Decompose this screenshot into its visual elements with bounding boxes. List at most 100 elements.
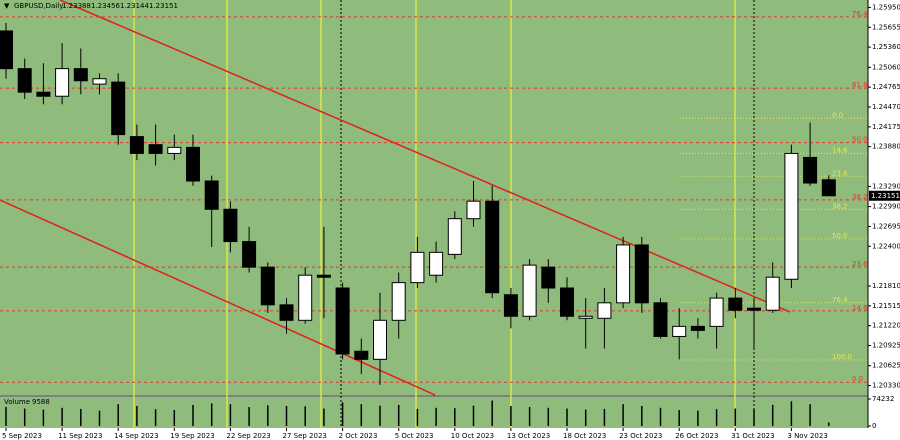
level-label: 50.0	[852, 136, 868, 144]
y-tick-label: 1.25950	[872, 3, 900, 11]
y-tick-label: 1.24765	[872, 83, 900, 91]
volume-tick-label: 74232	[872, 395, 894, 403]
candle-body	[0, 30, 13, 70]
candle-body	[36, 91, 51, 97]
candle-body	[447, 218, 462, 255]
candle-body	[17, 68, 32, 93]
candle-body	[279, 304, 294, 321]
candle-body	[821, 179, 836, 197]
candle-body	[578, 315, 593, 319]
candle-body	[747, 307, 761, 311]
candle-body	[803, 156, 818, 184]
y-tick-label: 1.25360	[872, 43, 900, 51]
level-label: 100.0	[832, 353, 852, 361]
y-tick-label: 1.25060	[872, 63, 900, 71]
level-label: 76.4	[852, 10, 868, 18]
candle-body	[653, 302, 668, 337]
x-tick-label: 14 Sep 2023	[114, 432, 158, 440]
candle-body	[690, 325, 705, 331]
level-label: 0.0	[832, 111, 843, 119]
candle-body	[429, 251, 444, 276]
level-label: 0.0	[852, 375, 863, 383]
trend-line	[59, 0, 791, 313]
y-tick-label: 1.25655	[872, 23, 900, 31]
level-label: 23.6	[832, 169, 848, 177]
y-tick-label: 1.24175	[872, 123, 900, 131]
level-label: 76.4	[832, 296, 848, 304]
y-tick-label: 1.20330	[872, 382, 900, 390]
y-tick-label: 1.22695	[872, 222, 900, 230]
title-marker: ▼	[4, 2, 10, 10]
candle-body	[765, 276, 780, 311]
ohlc-high: 1.23456	[91, 2, 120, 10]
candle-body	[522, 264, 537, 317]
ohlc-low: 1.23144	[120, 2, 149, 10]
x-tick-label: 19 Sep 2023	[170, 432, 214, 440]
x-tick-label: 13 Oct 2023	[507, 432, 550, 440]
level-label: 38.2	[852, 193, 868, 201]
x-tick-label: 3 Nov 2023	[787, 432, 827, 440]
level-label: 38.2	[832, 202, 848, 210]
candle-body	[260, 266, 275, 306]
y-tick-label: 1.22990	[872, 203, 900, 211]
chart-title: GBPUSD,Daily	[14, 2, 63, 10]
y-tick-label: 1.20625	[872, 362, 900, 370]
y-tick-label: 1.22400	[872, 242, 900, 250]
volume-last: 9588	[32, 398, 50, 406]
y-tick-label: 1.21515	[872, 302, 900, 310]
y-tick-label: 1.21220	[872, 322, 900, 330]
level-label: 61.8	[852, 81, 868, 89]
candle-body	[784, 152, 799, 280]
candle-body	[73, 68, 88, 82]
candle-body	[242, 241, 257, 268]
candle-body	[503, 294, 518, 317]
candle-body	[298, 274, 313, 321]
x-tick-label: 11 Sep 2023	[58, 432, 102, 440]
x-tick-label: 27 Sep 2023	[283, 432, 327, 440]
x-tick-label: 26 Oct 2023	[675, 432, 718, 440]
candle-body	[391, 282, 406, 321]
candle-body	[186, 146, 200, 182]
candle-body	[634, 244, 649, 304]
candle-body	[354, 350, 369, 360]
candle-body	[485, 200, 500, 294]
x-tick-label: 5 Oct 2023	[395, 432, 434, 440]
level-label: 14.6	[832, 146, 848, 154]
y-tick-label: 1.23880	[872, 143, 900, 151]
candle-body	[129, 136, 144, 154]
volume-tick-label: 0	[872, 422, 876, 430]
candle-body	[316, 274, 331, 278]
candle-body	[167, 146, 182, 154]
y-tick-label: 1.20925	[872, 342, 900, 350]
x-tick-label: 18 Oct 2023	[563, 432, 606, 440]
last-price-label: 1.23151	[871, 192, 900, 200]
candle-body	[204, 180, 219, 210]
y-tick-label: 1.21810	[872, 282, 900, 290]
candle-body	[335, 287, 350, 355]
volume-title: Volume	[4, 398, 30, 406]
level-label: 14.6	[852, 304, 868, 312]
x-tick-label: 10 Oct 2023	[451, 432, 494, 440]
y-tick-label: 1.23290	[872, 182, 900, 190]
candle-body	[466, 200, 481, 220]
candle-body	[597, 302, 612, 319]
candle-body	[672, 325, 687, 337]
candle-body	[616, 244, 631, 304]
price-panel	[0, 0, 868, 395]
y-tick-label: 1.24470	[872, 103, 900, 111]
candle-body	[148, 144, 163, 154]
candle-body	[55, 68, 70, 97]
level-label: 50.0	[832, 232, 848, 240]
candle-body	[709, 297, 724, 327]
last-price-tag	[869, 190, 900, 201]
x-tick-label: 31 Oct 2023	[731, 432, 774, 440]
candle-body	[111, 81, 126, 136]
x-tick-label: 22 Sep 2023	[226, 432, 270, 440]
period-lines	[340, 0, 755, 428]
x-tick-label: 5 Sep 2023	[2, 432, 42, 440]
ohlc-open: 1.23388	[62, 2, 91, 10]
candle-body	[92, 78, 107, 85]
x-tick-label: 2 Oct 2023	[339, 432, 378, 440]
candle-body	[728, 297, 743, 311]
